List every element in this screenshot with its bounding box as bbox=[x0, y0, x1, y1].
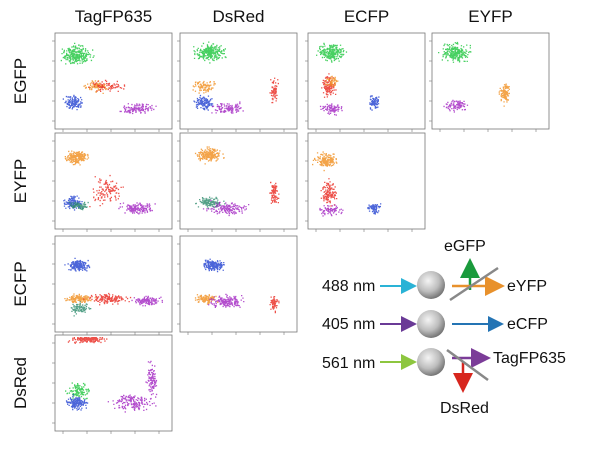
dot-cluster bbox=[193, 41, 227, 64]
row-header: EYFP bbox=[11, 159, 30, 203]
dot-cluster bbox=[194, 146, 225, 165]
dot-cluster bbox=[443, 99, 469, 113]
dot-cluster bbox=[498, 83, 510, 107]
dot-cluster bbox=[64, 293, 96, 305]
dot-cluster bbox=[60, 42, 95, 65]
dot-cluster bbox=[62, 94, 83, 111]
dot-cluster bbox=[118, 202, 156, 215]
emission-label: DsRed bbox=[440, 400, 489, 417]
dot-cluster bbox=[131, 295, 163, 307]
dot-cluster bbox=[321, 73, 337, 98]
dot-cluster bbox=[194, 294, 219, 305]
emission-label: eGFP bbox=[444, 238, 486, 255]
flow-plot bbox=[52, 132, 173, 232]
column-header: EYFP bbox=[468, 7, 512, 26]
plot-frame bbox=[179, 132, 298, 230]
flow-plot bbox=[305, 32, 426, 132]
dot-cluster bbox=[68, 201, 89, 211]
dot-cluster bbox=[320, 178, 338, 210]
dot-cluster bbox=[65, 382, 90, 401]
dot-cluster bbox=[65, 394, 89, 411]
fluorophore-diagram: 488 nm 405 nm 561 nm eGFP eYFP eCFP TagF… bbox=[322, 238, 566, 417]
dot-cluster bbox=[64, 150, 90, 166]
dot-cluster bbox=[70, 301, 92, 317]
laser-label: 488 nm bbox=[322, 278, 375, 295]
plot-frame bbox=[179, 32, 298, 130]
emission-label: eYFP bbox=[507, 278, 547, 295]
dot-cluster bbox=[367, 203, 382, 215]
dot-cluster bbox=[325, 75, 339, 87]
cell bbox=[417, 348, 445, 376]
plot-frame bbox=[179, 235, 298, 333]
flow-plot bbox=[429, 32, 550, 132]
dot-cluster bbox=[208, 293, 245, 308]
dot-cluster bbox=[319, 103, 343, 116]
dot-cluster bbox=[203, 258, 225, 273]
flow-plot bbox=[177, 32, 298, 132]
dot-cluster bbox=[88, 79, 126, 92]
dot-cluster bbox=[83, 80, 113, 94]
dot-cluster bbox=[438, 41, 472, 63]
dot-cluster bbox=[67, 337, 108, 344]
plot-frame bbox=[54, 132, 173, 230]
flow-plot bbox=[52, 334, 173, 434]
plot-frame bbox=[54, 235, 173, 333]
dot-cluster bbox=[192, 80, 216, 94]
dot-cluster bbox=[202, 199, 250, 217]
dot-cluster bbox=[269, 181, 280, 204]
dot-cluster bbox=[83, 292, 132, 306]
emission-label: eCFP bbox=[507, 316, 548, 333]
column-header: DsRed bbox=[213, 7, 265, 26]
laser-label: 405 nm bbox=[322, 316, 375, 333]
flow-plot bbox=[52, 235, 173, 335]
dot-cluster bbox=[195, 196, 226, 209]
flow-plot bbox=[177, 132, 298, 232]
dot-cluster bbox=[211, 101, 244, 114]
row-header: DsRed bbox=[11, 357, 30, 409]
dot-cluster bbox=[64, 257, 91, 272]
dot-cluster bbox=[269, 77, 279, 104]
dot-cluster bbox=[319, 204, 344, 217]
cell bbox=[417, 310, 445, 338]
flow-plot bbox=[305, 132, 426, 232]
dot-cluster bbox=[269, 296, 280, 314]
dot-cluster bbox=[312, 151, 338, 172]
dot-cluster bbox=[119, 103, 157, 115]
dot-cluster bbox=[145, 360, 158, 396]
emission-label: TagFP635 bbox=[493, 350, 566, 367]
plot-grid: TagFP635 DsRed ECFP EYFP EGFP EYFP ECFP DsRed bbox=[11, 7, 550, 434]
dot-cluster bbox=[369, 95, 380, 111]
dot-cluster bbox=[107, 393, 158, 413]
column-header: TagFP635 bbox=[75, 7, 153, 26]
row-header: EGFP bbox=[11, 58, 30, 104]
plot-frame bbox=[307, 132, 426, 230]
row-header: ECFP bbox=[11, 261, 30, 306]
dot-cluster bbox=[193, 94, 214, 111]
dot-cluster bbox=[316, 42, 348, 63]
flow-plot bbox=[177, 235, 298, 335]
column-header: ECFP bbox=[344, 7, 389, 26]
dichroic bbox=[449, 266, 499, 302]
dichroic bbox=[446, 348, 489, 382]
dot-cluster bbox=[89, 174, 124, 208]
cell bbox=[417, 271, 445, 299]
laser-label: 561 nm bbox=[322, 355, 375, 372]
flow-plot bbox=[52, 32, 173, 132]
